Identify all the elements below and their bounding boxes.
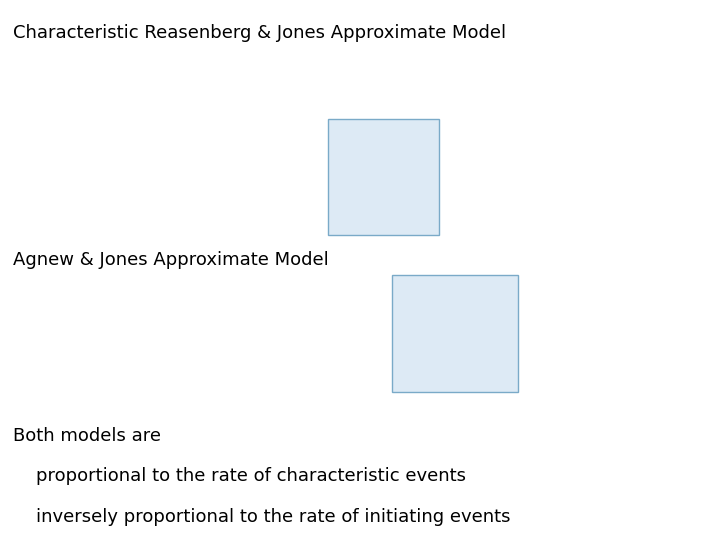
Text: Characteristic Reasenberg & Jones Approximate Model: Characteristic Reasenberg & Jones Approx… bbox=[13, 24, 506, 42]
Text: inversely proportional to the rate of initiating events: inversely proportional to the rate of in… bbox=[13, 508, 510, 525]
Bar bbox=[392, 275, 518, 391]
Text: proportional to the rate of characteristic events: proportional to the rate of characterist… bbox=[13, 467, 466, 485]
Text: Agnew & Jones Approximate Model: Agnew & Jones Approximate Model bbox=[13, 251, 329, 269]
Bar bbox=[328, 119, 439, 235]
Text: Both models are: Both models are bbox=[13, 427, 161, 444]
